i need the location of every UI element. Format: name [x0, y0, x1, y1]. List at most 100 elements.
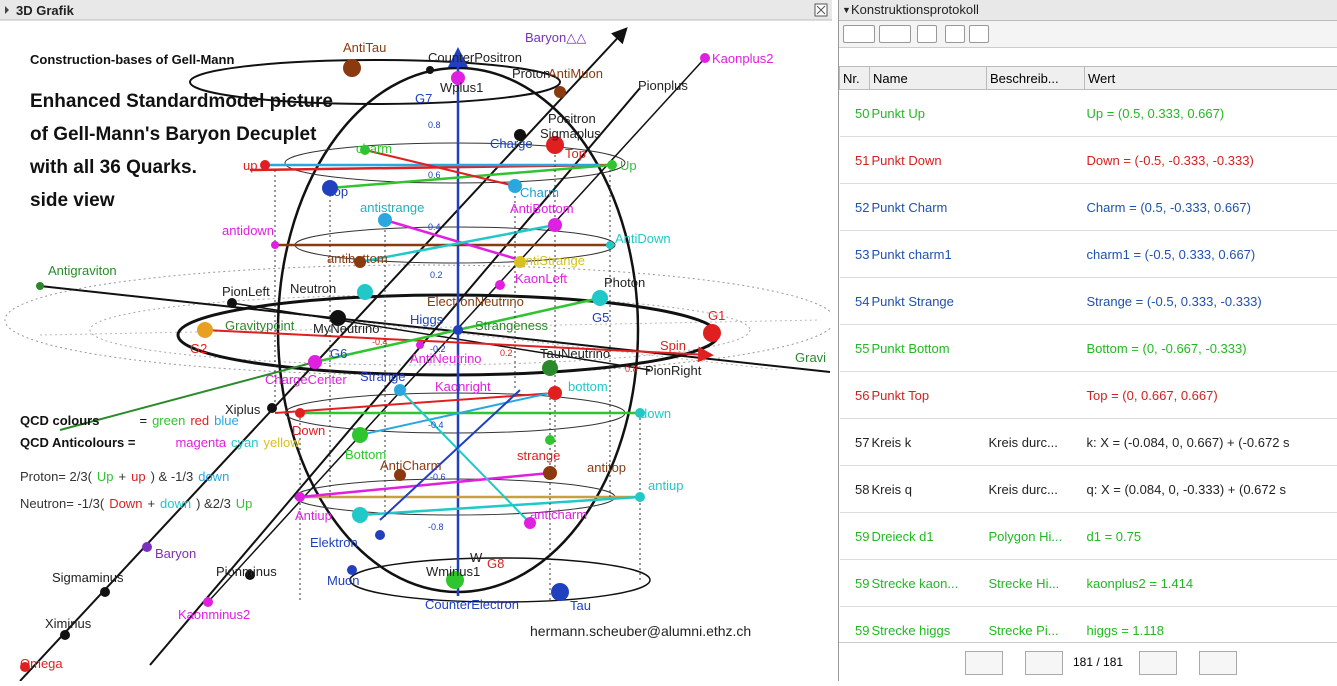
- point-label: Kaonright: [435, 379, 491, 394]
- point-label: -0.4: [428, 420, 444, 430]
- point-label: antistrange: [360, 200, 424, 215]
- point: [343, 59, 361, 77]
- table-cell: Top = (0, 0.667, 0.667): [1085, 372, 1337, 419]
- point-label: AntiBottom: [510, 201, 574, 216]
- point-label: Strange: [360, 369, 406, 384]
- point-label: Wplus1: [440, 80, 483, 95]
- point: [394, 384, 406, 396]
- point: [495, 280, 505, 290]
- panel-title: Konstruktionsprotokoll: [851, 2, 979, 17]
- pager-text: 181 / 181: [1073, 655, 1123, 669]
- point-label: KaonLeft: [515, 271, 567, 286]
- table-cell: Kreis durc...: [987, 466, 1085, 513]
- table-cell: Bottom = (0, -0.667, -0.333): [1085, 325, 1337, 372]
- description-line: side view: [30, 190, 115, 211]
- next-button[interactable]: [1139, 651, 1177, 675]
- point: [375, 530, 385, 540]
- point-label: 0.8: [428, 120, 441, 130]
- point-label: Charge: [490, 136, 533, 151]
- options-button[interactable]: [879, 25, 911, 43]
- description-line: with all 36 Quarks.: [29, 157, 197, 178]
- last-button[interactable]: [1199, 651, 1237, 675]
- point: [416, 341, 424, 349]
- point-label: charm: [356, 141, 392, 156]
- point-label: bottom: [568, 379, 608, 394]
- description-line: Enhanced Standardmodel picture: [30, 91, 333, 112]
- legend-text: Up: [97, 469, 114, 484]
- point-label: Pionminus: [216, 564, 277, 579]
- table-cell: Down = (-0.5, -0.333, -0.333): [1085, 137, 1337, 184]
- legend-text: cyan: [231, 435, 258, 450]
- point: [703, 324, 721, 342]
- point-label: Tau: [570, 598, 591, 613]
- point-label: G8: [487, 556, 504, 571]
- point: [295, 492, 305, 502]
- point-label: AntiNeutrino: [410, 351, 482, 366]
- columns-button[interactable]: [843, 25, 875, 43]
- help-button[interactable]: [969, 25, 989, 43]
- point-label: Charm: [520, 185, 559, 200]
- point: [36, 282, 44, 290]
- point-label: -0.4: [372, 337, 388, 347]
- table-cell: [987, 231, 1085, 278]
- table-cell: 59: [840, 560, 870, 607]
- legend-text: Down: [109, 496, 142, 511]
- point: [142, 542, 152, 552]
- table-cell: 53: [840, 231, 870, 278]
- point: [357, 284, 373, 300]
- point-label: TauNeutrino: [540, 346, 610, 361]
- point: [271, 241, 279, 249]
- email: hermann.scheuber@alumni.ethz.ch: [530, 623, 751, 639]
- legend-text: ) &2/3: [196, 496, 231, 511]
- point: [548, 218, 562, 232]
- table-cell: [987, 278, 1085, 325]
- point: [260, 160, 270, 170]
- table-cell: [987, 184, 1085, 231]
- point-label: antidown: [222, 223, 274, 238]
- export-button[interactable]: [917, 25, 937, 43]
- point-label: PionLeft: [222, 284, 270, 299]
- point-label: 0.4: [428, 222, 441, 232]
- point-label: antiup: [648, 478, 683, 493]
- legend-text: down: [198, 469, 229, 484]
- point-label: AntiTau: [343, 40, 386, 55]
- table-cell: Polygon Hi...: [987, 513, 1085, 560]
- point-label: -0.2: [430, 344, 446, 354]
- point-label: Photon: [604, 275, 645, 290]
- point-label: down: [640, 406, 671, 421]
- point: [592, 290, 608, 306]
- legend-text: Proton= 2/3(: [20, 469, 93, 484]
- print-button[interactable]: [945, 25, 965, 43]
- 3d-canvas[interactable]: 3D Grafik Construction-bases of Gell-Man…: [0, 0, 832, 681]
- point-label: Wminus1: [426, 564, 480, 579]
- legend-text: up: [131, 469, 145, 484]
- legend-text: QCD colours: [20, 413, 99, 428]
- table-cell: 50: [840, 90, 870, 137]
- point-label: W: [470, 550, 483, 565]
- first-button[interactable]: [965, 651, 1003, 675]
- point-label: Spin: [660, 338, 686, 353]
- table-cell: Punkt Top: [870, 372, 987, 419]
- point-label: Kaonminus2: [178, 607, 250, 622]
- panel-title: 3D Grafik: [16, 3, 75, 18]
- table-cell: Kreis durc...: [987, 419, 1085, 466]
- prev-button[interactable]: [1025, 651, 1063, 675]
- table-cell: Punkt Strange: [870, 278, 987, 325]
- point-label: 0.2: [430, 270, 443, 280]
- point-label: Ximinus: [45, 616, 92, 631]
- table-cell: [987, 137, 1085, 184]
- point-label: -0.8: [428, 522, 444, 532]
- table-cell: [987, 372, 1085, 419]
- table-cell: Kreis k: [870, 419, 987, 466]
- legend-text: magenta: [175, 435, 226, 450]
- point-label: Top: [565, 146, 586, 161]
